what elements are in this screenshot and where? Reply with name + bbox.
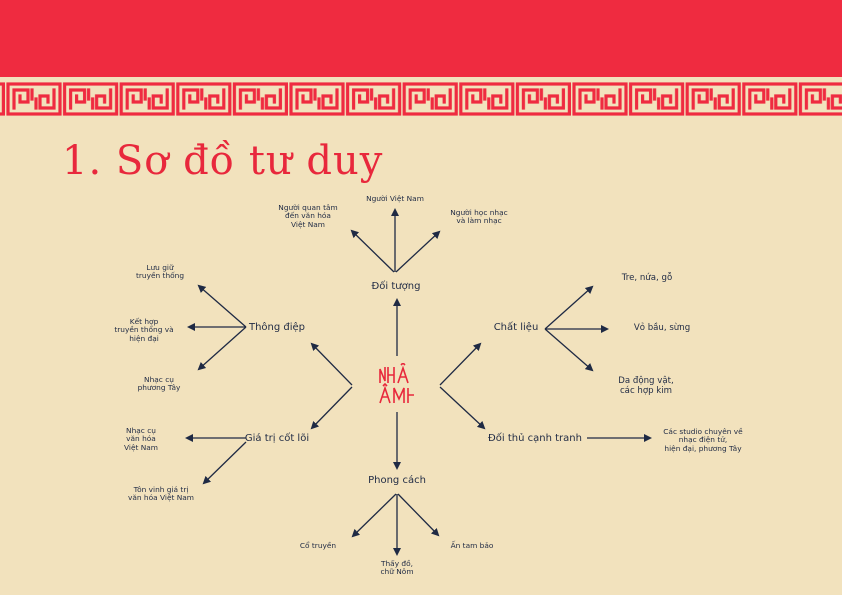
- branch-gia-tri: Giá trị cốt lõi: [244, 433, 310, 444]
- branch-thong-diep: Thông điệp: [248, 322, 306, 333]
- child-phong-cach-2: Thấy đồ, chữ Nôm: [380, 559, 414, 577]
- nha-am-logo: NHÃ ÂM: [379, 363, 414, 404]
- child-doi-tuong-3: Người học nhạc và làm nhạc: [450, 208, 508, 226]
- child-doi-tuong-2: Người Việt Nam: [366, 194, 424, 203]
- child-chat-lieu-2: Vỏ bầu, sừng: [633, 323, 691, 333]
- arrow-thong-diep-up: [197, 284, 247, 328]
- child-thong-diep-3: Nhạc cụ phương Tây: [137, 375, 181, 393]
- page-title: 1. Sơ đồ tư duy: [62, 138, 384, 184]
- child-thong-diep-1: Lưu giữ truyền thống: [135, 263, 185, 281]
- arrow-doi-tuong-right: [395, 230, 441, 273]
- greek-key-border: [0, 77, 842, 121]
- child-chat-lieu-3: Da động vật, các hợp kim: [618, 376, 674, 396]
- child-gia-tri-1: Nhạc cụ văn hóa Việt Nam: [124, 426, 158, 452]
- arrow-phong-cach-right: [397, 493, 440, 537]
- child-thong-diep-2: Kết hợp truyền thống và hiện đại: [114, 317, 174, 343]
- arrow-gia-tri-down: [202, 441, 247, 485]
- arrow-center-to-gia-tri: [310, 386, 353, 430]
- arrow-center-to-chat-lieu: [439, 342, 482, 386]
- branch-phong-cach: Phong cách: [368, 475, 426, 486]
- child-phong-cach-3: Ấn tam bảo: [450, 541, 494, 550]
- arrow-doi-tuong-left: [350, 229, 395, 273]
- branch-doi-tuong: Đối tượng: [371, 281, 421, 292]
- child-doi-thu-1: Các studio chuyên về nhạc điện tử, hiện …: [663, 427, 743, 453]
- arrow-thong-diep-down: [197, 326, 247, 371]
- child-chat-lieu-1: Tre, nứa, gỗ: [621, 273, 673, 283]
- arrow-chat-lieu-up: [544, 285, 594, 330]
- branch-doi-thu: Đối thủ cạnh tranh: [488, 433, 582, 444]
- arrow-center-to-doi-thu: [439, 386, 486, 430]
- arrow-phong-cach-left: [351, 493, 397, 538]
- top-red-banner: [0, 0, 842, 77]
- arrow-chat-lieu-down: [544, 328, 594, 372]
- child-gia-tri-2: Tôn vinh giá trị văn hóa Việt Nam: [127, 485, 195, 503]
- branch-chat-lieu: Chất liệu: [493, 322, 539, 333]
- arrow-center-to-thong-diep: [310, 342, 353, 386]
- child-doi-tuong-1: Người quan tâm đến văn hóa Việt Nam: [278, 203, 338, 229]
- child-phong-cach-1: Cổ truyền: [299, 541, 337, 550]
